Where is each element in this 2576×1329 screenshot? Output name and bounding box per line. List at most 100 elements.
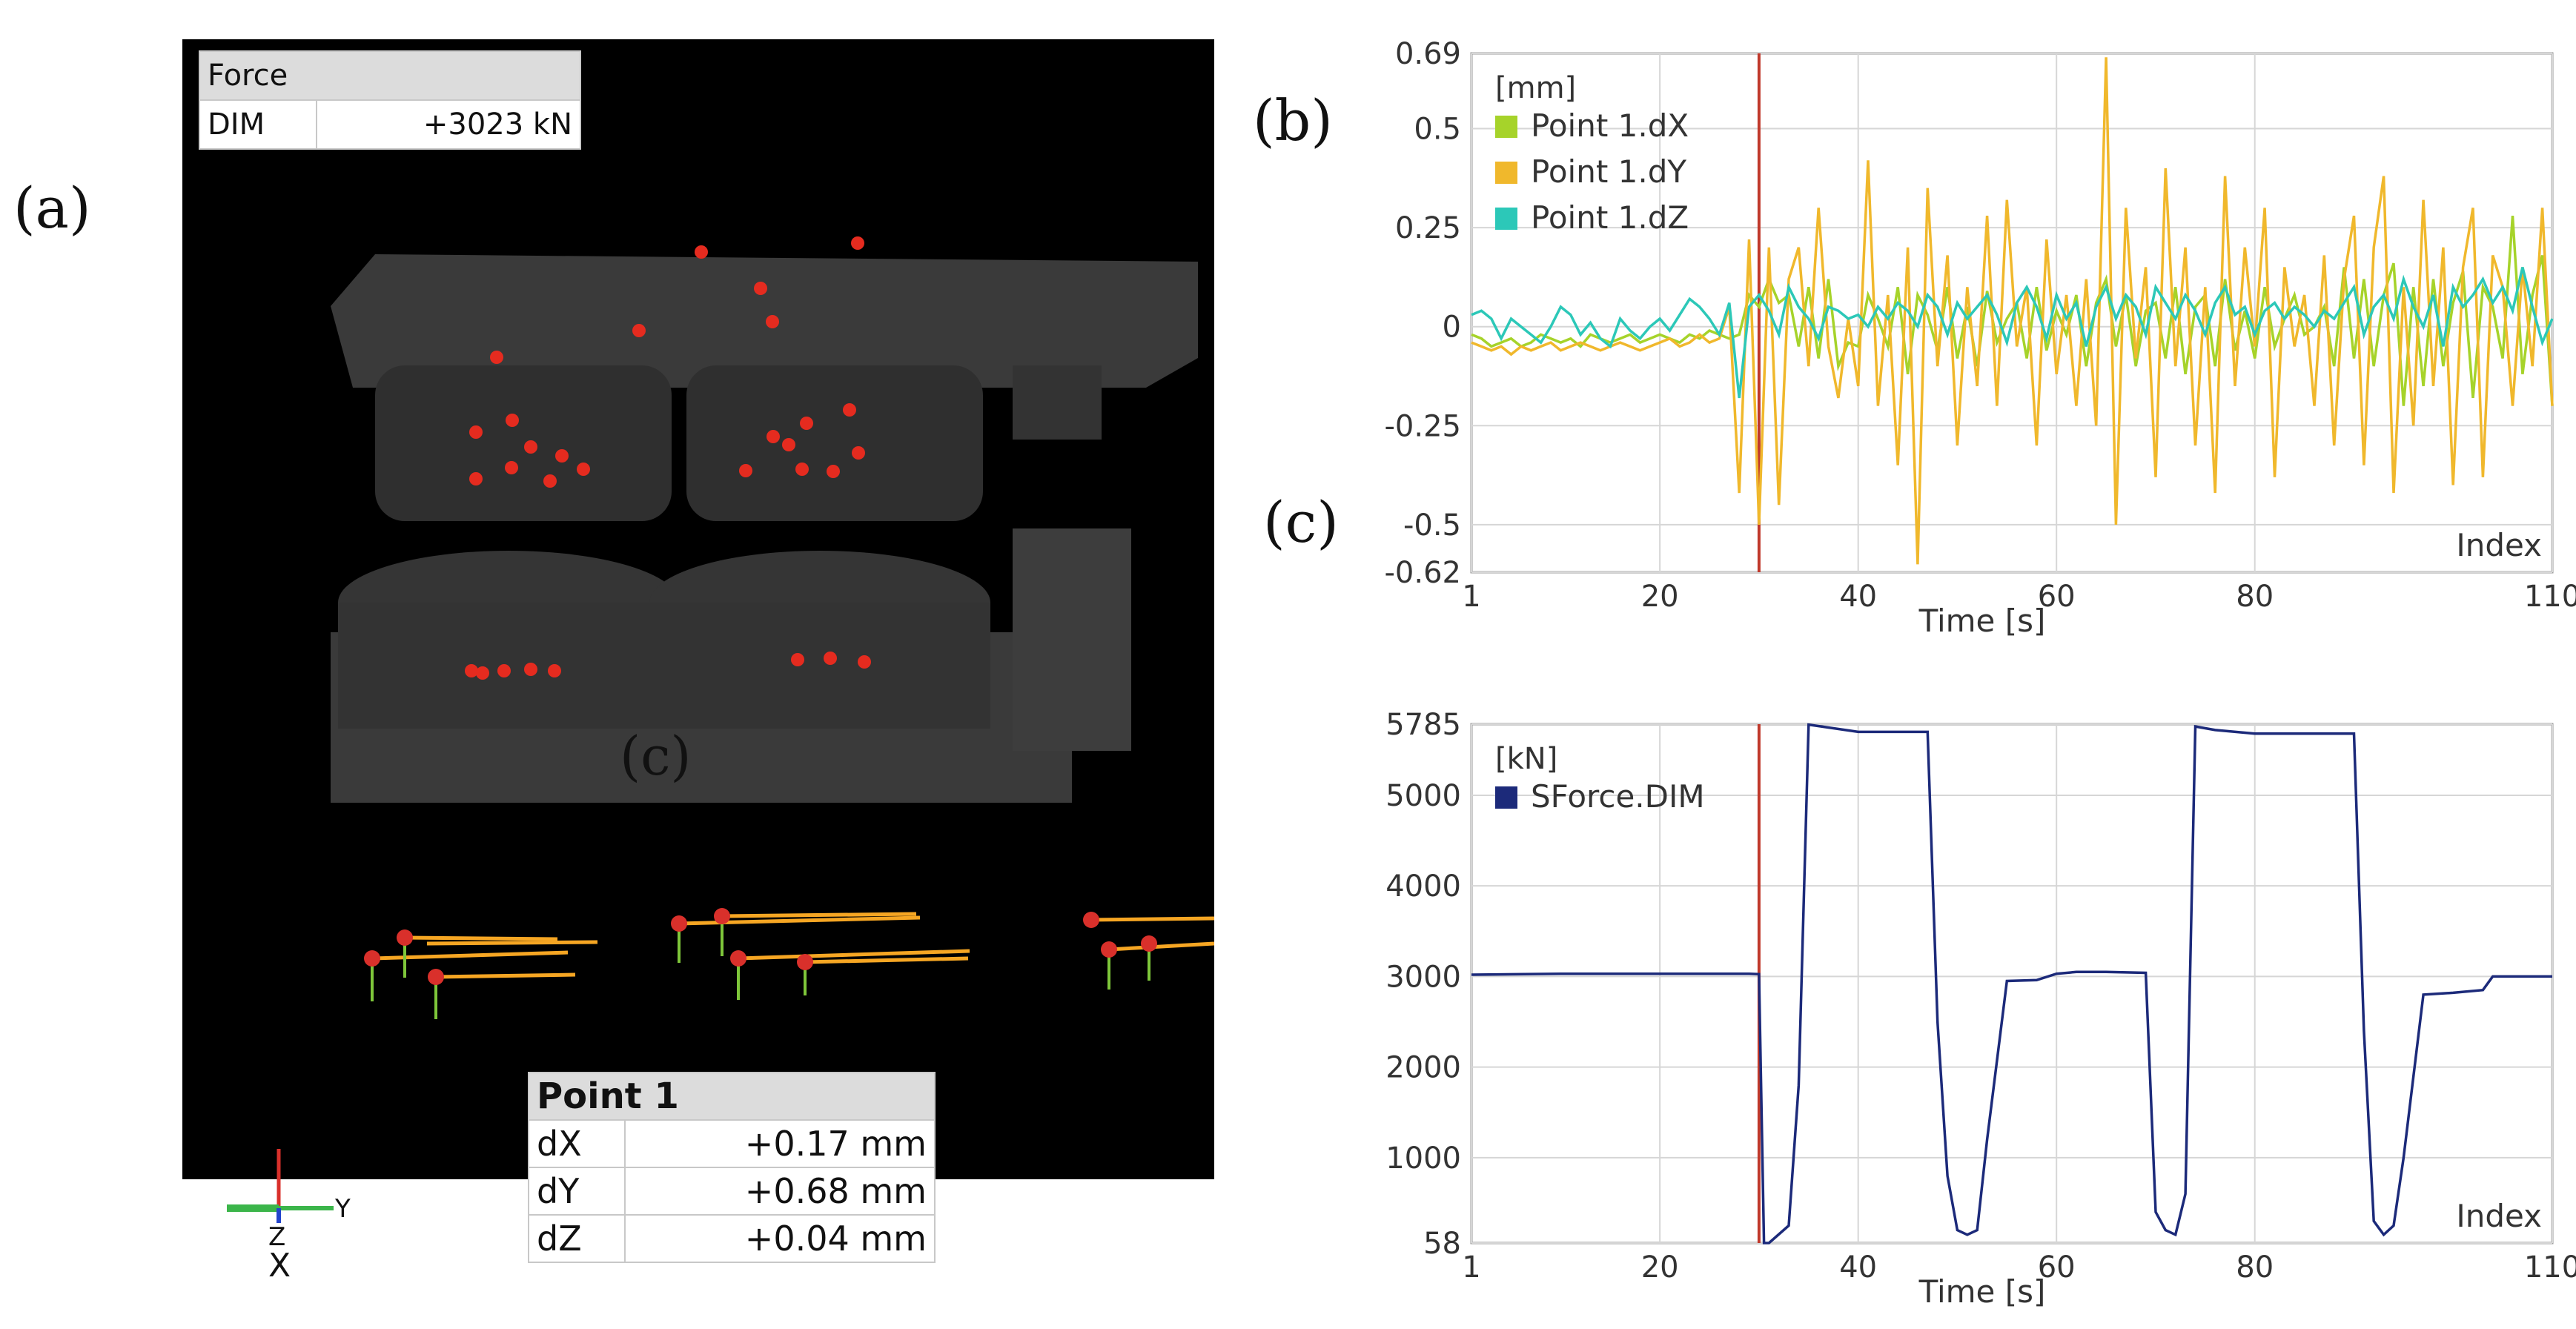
marker-point[interactable] bbox=[766, 430, 780, 443]
displacement-chart-x-tick-label: 60 bbox=[2038, 580, 2076, 614]
marker-point[interactable] bbox=[795, 463, 809, 476]
axis-triad: Y Z X bbox=[227, 1149, 351, 1285]
displacement-chart-y-tick-label: 0.5 bbox=[1414, 113, 1461, 147]
force-chart-unit-label: [kN] bbox=[1495, 742, 1557, 776]
panel-label-b: (b) bbox=[1253, 87, 1333, 153]
marker-point[interactable] bbox=[843, 403, 856, 417]
die-scene bbox=[331, 236, 1214, 1019]
displacement-chart-y-tick-label: 0 bbox=[1443, 311, 1461, 345]
force-chart-y-tick-label: 3000 bbox=[1385, 960, 1461, 994]
force-chart-legend-label: SForce.DIM bbox=[1531, 778, 1705, 815]
marker-point[interactable] bbox=[524, 663, 537, 676]
marker-point[interactable] bbox=[766, 315, 779, 328]
force-chart[interactable]: 5785 5000 4000 3000 2000 1000 581 20 40 60 80 110 [k… bbox=[1349, 693, 2576, 1310]
marker-point[interactable] bbox=[739, 464, 752, 477]
displacement-chart-series-2 bbox=[1471, 267, 2554, 399]
displacement-chart[interactable]: 0.69 0.5 0.25 0 -0.25 -0.5 -0.621 20 40 60 80 110 [m… bbox=[1349, 22, 2576, 639]
displacement-chart-unit-label: [mm] bbox=[1495, 71, 1576, 105]
force-chart-x-tick-label: 1 bbox=[1462, 1250, 1480, 1285]
point-readout-dy-value: +0.68 mm bbox=[623, 1167, 936, 1216]
marker-point[interactable] bbox=[577, 463, 590, 476]
displacement-chart-y-tick-label: -0.62 bbox=[1385, 556, 1462, 590]
panel-label-c: (c) bbox=[1263, 489, 1339, 555]
marker-point[interactable] bbox=[827, 465, 840, 478]
marker-point[interactable] bbox=[824, 652, 837, 665]
displacement-chart-x-tick-label: 40 bbox=[1839, 580, 1877, 614]
marker-point[interactable] bbox=[782, 438, 795, 451]
axis-z-label: Z bbox=[268, 1222, 285, 1252]
marker-point[interactable] bbox=[548, 664, 561, 677]
force-chart-y-tick-label: 1000 bbox=[1385, 1141, 1461, 1176]
displacement-chart-legend-swatch bbox=[1495, 162, 1517, 184]
displacement-chart-y-tick-label: -0.5 bbox=[1403, 508, 1461, 543]
vector-origin bbox=[797, 954, 813, 970]
marker-point[interactable] bbox=[476, 666, 489, 680]
lower-die-side-block bbox=[1013, 528, 1131, 751]
displacement-chart-series-1 bbox=[1471, 57, 2554, 565]
force-chart-x-tick-label: 60 bbox=[2038, 1250, 2076, 1285]
displacement-chart-y-tick-label: 0.69 bbox=[1395, 37, 1461, 71]
marker-point[interactable] bbox=[800, 417, 813, 430]
force-readout-value: +3023 kN bbox=[316, 99, 581, 150]
marker-point[interactable] bbox=[465, 664, 478, 677]
upper-die-left-cylinder bbox=[375, 365, 672, 521]
marker-point[interactable] bbox=[469, 425, 483, 439]
upper-die-side-block bbox=[1013, 365, 1102, 440]
force-chart-y-tick-label: 5000 bbox=[1385, 779, 1461, 813]
point-readout-dx-name: dX bbox=[528, 1119, 626, 1168]
displacement-chart-x-tick-label: 1 bbox=[1462, 580, 1480, 614]
displacement-chart-x-tick-label: 110 bbox=[2524, 580, 2576, 614]
vector-origin bbox=[364, 950, 380, 967]
force-chart-series-0 bbox=[1471, 723, 2552, 1245]
vector-origin bbox=[671, 915, 687, 932]
lower-die-left-cylinder-body bbox=[338, 603, 679, 729]
force-chart-legend-swatch bbox=[1495, 786, 1517, 809]
vector-origin bbox=[1101, 941, 1117, 958]
vector-origin bbox=[397, 929, 413, 946]
displacement-chart-legend-swatch bbox=[1495, 208, 1517, 230]
force-readout-name: DIM bbox=[198, 99, 318, 150]
displacement-chart-y-tick-label: 0.25 bbox=[1395, 211, 1461, 245]
force-chart-y-tick-label: 2000 bbox=[1385, 1051, 1461, 1085]
point-readout-title: Point 1 bbox=[528, 1072, 936, 1121]
marker-point[interactable] bbox=[543, 474, 557, 488]
displacement-chart-x-tick-label: 80 bbox=[2236, 580, 2274, 614]
3d-viewport[interactable] bbox=[182, 39, 1214, 1279]
marker-point[interactable] bbox=[858, 655, 871, 669]
force-chart-y-tick-label: 5785 bbox=[1385, 708, 1461, 742]
displacement-chart-x-tick-label: 20 bbox=[1641, 580, 1679, 614]
force-chart-y-tick-label: 4000 bbox=[1385, 869, 1461, 904]
marker-point[interactable] bbox=[555, 449, 569, 463]
displacement-chart-y-tick-label: -0.25 bbox=[1385, 409, 1462, 443]
vector-origin bbox=[1083, 912, 1099, 928]
marker-point[interactable] bbox=[506, 414, 519, 427]
force-chart-x-axis-label: Time [s] bbox=[1918, 1273, 2046, 1310]
upper-die-top-plate bbox=[331, 254, 1198, 388]
marker-point[interactable] bbox=[524, 440, 537, 454]
force-chart-x-tick-label: 40 bbox=[1839, 1250, 1877, 1285]
force-readout: Force DIM +3023 kN bbox=[198, 50, 581, 150]
axis-x-label: X bbox=[268, 1247, 291, 1285]
displacement-chart-x-axis-label: Time [s] bbox=[1918, 603, 2046, 639]
marker-point[interactable] bbox=[754, 282, 767, 295]
marker-point[interactable] bbox=[497, 664, 511, 677]
measurement-points bbox=[465, 236, 871, 680]
marker-point[interactable] bbox=[469, 472, 483, 485]
force-readout-title: Force bbox=[199, 50, 581, 101]
marker-point[interactable] bbox=[791, 653, 804, 666]
displacement-chart-corner-label: Index bbox=[2456, 527, 2542, 563]
lower-die-right-cylinder-body bbox=[649, 603, 990, 729]
vector-origin bbox=[714, 908, 730, 924]
point-readout-dz-name: dZ bbox=[528, 1214, 626, 1263]
force-chart-x-tick-label: 80 bbox=[2236, 1250, 2274, 1285]
force-chart-x-tick-label: 110 bbox=[2524, 1250, 2576, 1285]
marker-point[interactable] bbox=[852, 446, 865, 460]
displacement-vectors bbox=[364, 908, 1214, 1019]
marker-point[interactable] bbox=[490, 351, 503, 364]
marker-point[interactable] bbox=[851, 236, 864, 250]
marker-point[interactable] bbox=[695, 245, 708, 259]
displacement-chart-series-0 bbox=[1471, 215, 2554, 406]
marker-point[interactable] bbox=[505, 461, 518, 474]
vector-origin bbox=[730, 950, 746, 967]
marker-point[interactable] bbox=[632, 324, 646, 337]
